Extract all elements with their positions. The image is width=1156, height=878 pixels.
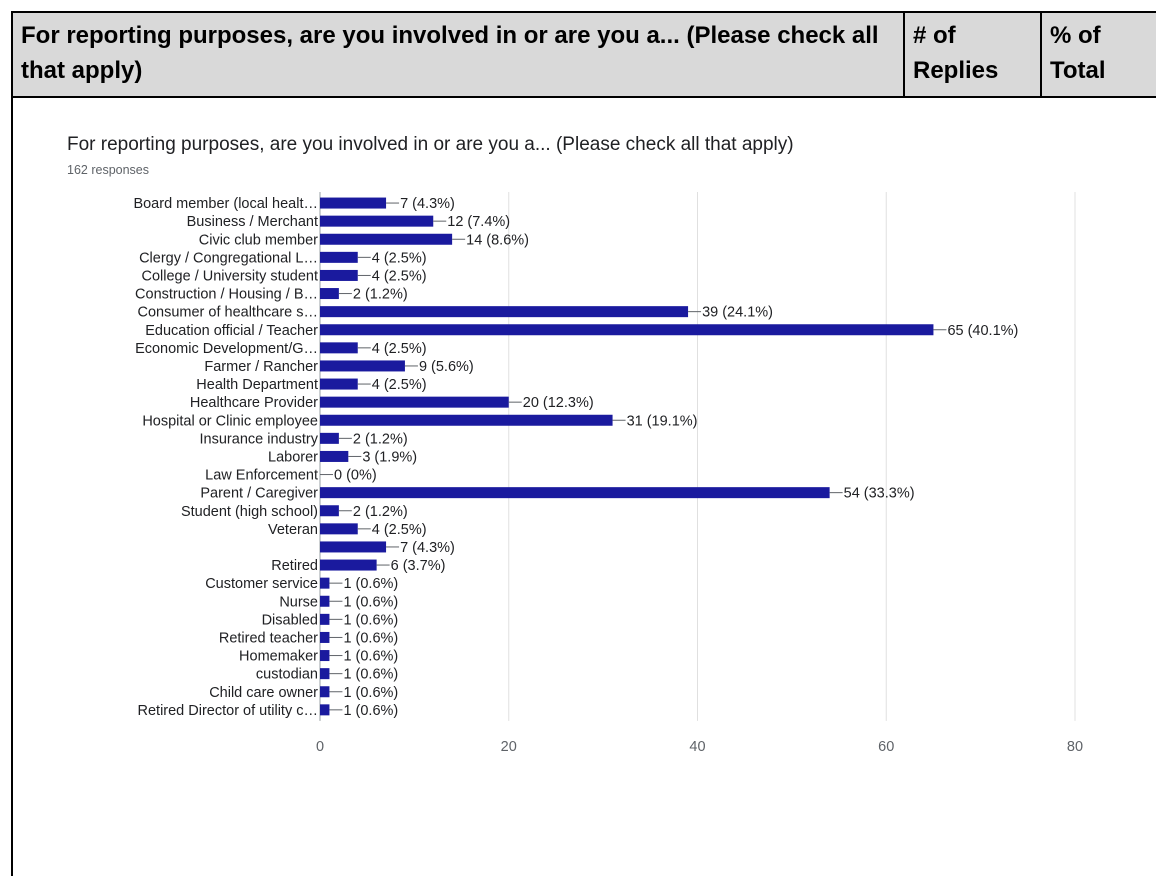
- data-label: 9 (5.6%): [419, 359, 474, 375]
- bar: [320, 269, 358, 281]
- category-label: Board member (local healt…: [133, 196, 318, 212]
- chart-cell: For reporting purposes, are you involved…: [13, 98, 1156, 878]
- table-header-row: For reporting purposes, are you involved…: [13, 13, 1156, 98]
- data-label: 7 (4.3%): [400, 540, 455, 556]
- bar-chart: For reporting purposes, are you involved…: [67, 134, 1083, 755]
- category-label: Student (high school): [181, 504, 318, 520]
- bar: [320, 577, 330, 589]
- category-label: Construction / Housing / B…: [135, 287, 318, 303]
- data-label: 3 (1.9%): [362, 449, 417, 465]
- category-label: Laborer: [268, 449, 318, 465]
- bar: [320, 704, 330, 716]
- bar: [320, 595, 330, 607]
- data-label: 1 (0.6%): [343, 685, 398, 701]
- bar: [320, 523, 358, 535]
- category-label: Retired teacher: [219, 630, 318, 646]
- bar: [320, 613, 330, 625]
- data-label: 65 (40.1%): [947, 323, 1018, 339]
- bar: [320, 396, 509, 408]
- bar: [320, 432, 339, 444]
- bar: [320, 541, 387, 553]
- data-label: 1 (0.6%): [343, 667, 398, 683]
- category-label: Education official / Teacher: [145, 323, 318, 339]
- data-label: 4 (2.5%): [372, 522, 427, 538]
- category-label: Veteran: [268, 522, 318, 538]
- data-label: 2 (1.2%): [353, 504, 408, 520]
- category-label: College / University student: [142, 268, 319, 284]
- data-label: 4 (2.5%): [372, 268, 427, 284]
- data-label: 2 (1.2%): [353, 431, 408, 447]
- bar: [320, 450, 349, 462]
- category-label: Insurance industry: [200, 431, 319, 447]
- data-label: 4 (2.5%): [372, 377, 427, 393]
- category-label: Economic Development/G…: [135, 341, 318, 357]
- x-tick-label: 0: [316, 739, 324, 755]
- category-label: Homemaker: [239, 649, 318, 665]
- bar: [320, 414, 613, 426]
- category-label: Consumer of healthcare s…: [137, 305, 318, 321]
- bar: [320, 487, 830, 499]
- category-label: Nurse: [279, 594, 318, 610]
- data-label: 6 (3.7%): [391, 558, 446, 574]
- survey-table: For reporting purposes, are you involved…: [11, 11, 1156, 876]
- x-tick-label: 60: [878, 739, 894, 755]
- bar: [320, 233, 453, 245]
- category-label: Business / Merchant: [187, 214, 318, 230]
- bar: [320, 288, 339, 300]
- x-tick-label: 20: [501, 739, 517, 755]
- bar: [320, 505, 339, 517]
- chart-title: For reporting purposes, are you involved…: [67, 134, 794, 155]
- category-label: Parent / Caregiver: [200, 486, 318, 502]
- x-tick-label: 40: [689, 739, 705, 755]
- data-label: 14 (8.6%): [466, 232, 529, 248]
- bar: [320, 251, 358, 263]
- data-label: 7 (4.3%): [400, 196, 455, 212]
- bar: [320, 650, 330, 662]
- data-label: 1 (0.6%): [343, 703, 398, 719]
- replies-header: # of Replies: [905, 13, 1042, 96]
- category-label: Healthcare Provider: [190, 395, 318, 411]
- data-label: 4 (2.5%): [372, 341, 427, 357]
- chart-subtitle: 162 responses: [67, 163, 149, 177]
- category-label: Health Department: [196, 377, 318, 393]
- bar: [320, 668, 330, 680]
- bar: [320, 215, 434, 227]
- category-label: Retired Director of utility c…: [138, 703, 319, 719]
- x-tick-label: 80: [1067, 739, 1083, 755]
- bar: [320, 686, 330, 698]
- data-label: 12 (7.4%): [447, 214, 510, 230]
- data-label: 54 (33.3%): [844, 486, 915, 502]
- data-label: 31 (19.1%): [627, 413, 698, 429]
- category-label: Law Enforcement: [205, 468, 318, 484]
- bar: [320, 378, 358, 390]
- category-label: Farmer / Rancher: [204, 359, 318, 375]
- category-label: Retired: [271, 558, 318, 574]
- bar: [320, 306, 689, 318]
- bar: [320, 342, 358, 354]
- category-label: Disabled: [262, 612, 318, 628]
- data-label: 1 (0.6%): [343, 576, 398, 592]
- bar: [320, 559, 377, 571]
- category-label: Clergy / Congregational L…: [139, 250, 318, 266]
- data-label: 2 (1.2%): [353, 287, 408, 303]
- category-label: custodian: [256, 667, 318, 683]
- category-label: Hospital or Clinic employee: [142, 413, 318, 429]
- question-header: For reporting purposes, are you involved…: [13, 13, 905, 96]
- data-label: 20 (12.3%): [523, 395, 594, 411]
- data-label: 1 (0.6%): [343, 594, 398, 610]
- data-label: 0 (0%): [334, 468, 377, 484]
- percent-header: % of Total: [1042, 13, 1156, 96]
- bar: [320, 360, 405, 372]
- data-label: 1 (0.6%): [343, 630, 398, 646]
- category-label: Civic club member: [199, 232, 318, 248]
- category-label: Child care owner: [209, 685, 318, 701]
- data-label: 1 (0.6%): [343, 649, 398, 665]
- bar: [320, 197, 387, 209]
- data-label: 4 (2.5%): [372, 250, 427, 266]
- data-label: 1 (0.6%): [343, 612, 398, 628]
- bar: [320, 631, 330, 643]
- category-label: Customer service: [205, 576, 318, 592]
- data-label: 39 (24.1%): [702, 305, 773, 321]
- bar: [320, 324, 934, 336]
